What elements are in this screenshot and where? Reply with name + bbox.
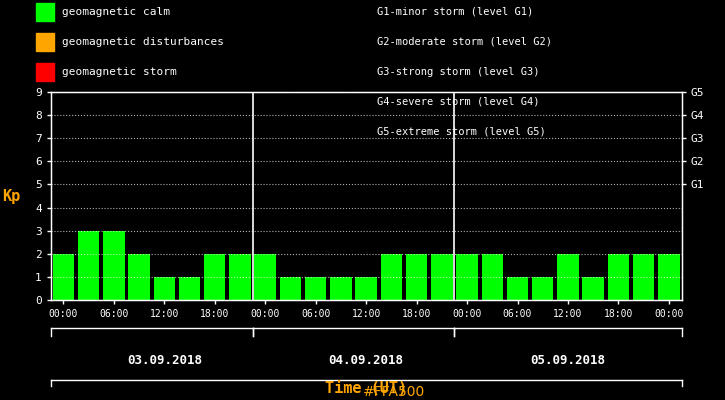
Bar — [229, 254, 251, 300]
Bar — [179, 277, 200, 300]
Text: G2-moderate storm (level G2): G2-moderate storm (level G2) — [377, 37, 552, 47]
Text: 04.09.2018: 04.09.2018 — [328, 354, 404, 366]
Bar — [532, 277, 553, 300]
Text: geomagnetic storm: geomagnetic storm — [62, 67, 176, 77]
Text: Kp: Kp — [1, 188, 20, 204]
Text: Time (UT): Time (UT) — [325, 381, 407, 396]
Bar — [305, 277, 326, 300]
Bar — [608, 254, 629, 300]
Text: G4-severe storm (level G4): G4-severe storm (level G4) — [377, 97, 539, 107]
Text: geomagnetic calm: geomagnetic calm — [62, 7, 170, 17]
Bar — [633, 254, 655, 300]
Bar — [406, 254, 427, 300]
Y-axis label: #FFA500: #FFA500 — [0, 399, 1, 400]
Bar — [456, 254, 478, 300]
Bar — [431, 254, 452, 300]
Bar — [330, 277, 352, 300]
Bar — [381, 254, 402, 300]
Bar — [558, 254, 579, 300]
Bar — [355, 277, 377, 300]
Bar — [53, 254, 74, 300]
Bar — [204, 254, 225, 300]
Bar — [280, 277, 301, 300]
Bar — [481, 254, 503, 300]
Bar — [658, 254, 679, 300]
Text: G1-minor storm (level G1): G1-minor storm (level G1) — [377, 7, 534, 17]
Text: G3-strong storm (level G3): G3-strong storm (level G3) — [377, 67, 539, 77]
Text: 05.09.2018: 05.09.2018 — [531, 354, 605, 366]
Bar — [128, 254, 150, 300]
Bar — [78, 231, 99, 300]
Text: #FFA500: #FFA500 — [362, 385, 425, 399]
Bar — [154, 277, 175, 300]
Bar — [103, 231, 125, 300]
Text: geomagnetic disturbances: geomagnetic disturbances — [62, 37, 223, 47]
Bar — [507, 277, 529, 300]
Bar — [582, 277, 604, 300]
Text: G5-extreme storm (level G5): G5-extreme storm (level G5) — [377, 127, 546, 137]
Text: 03.09.2018: 03.09.2018 — [127, 354, 202, 366]
Bar — [254, 254, 276, 300]
